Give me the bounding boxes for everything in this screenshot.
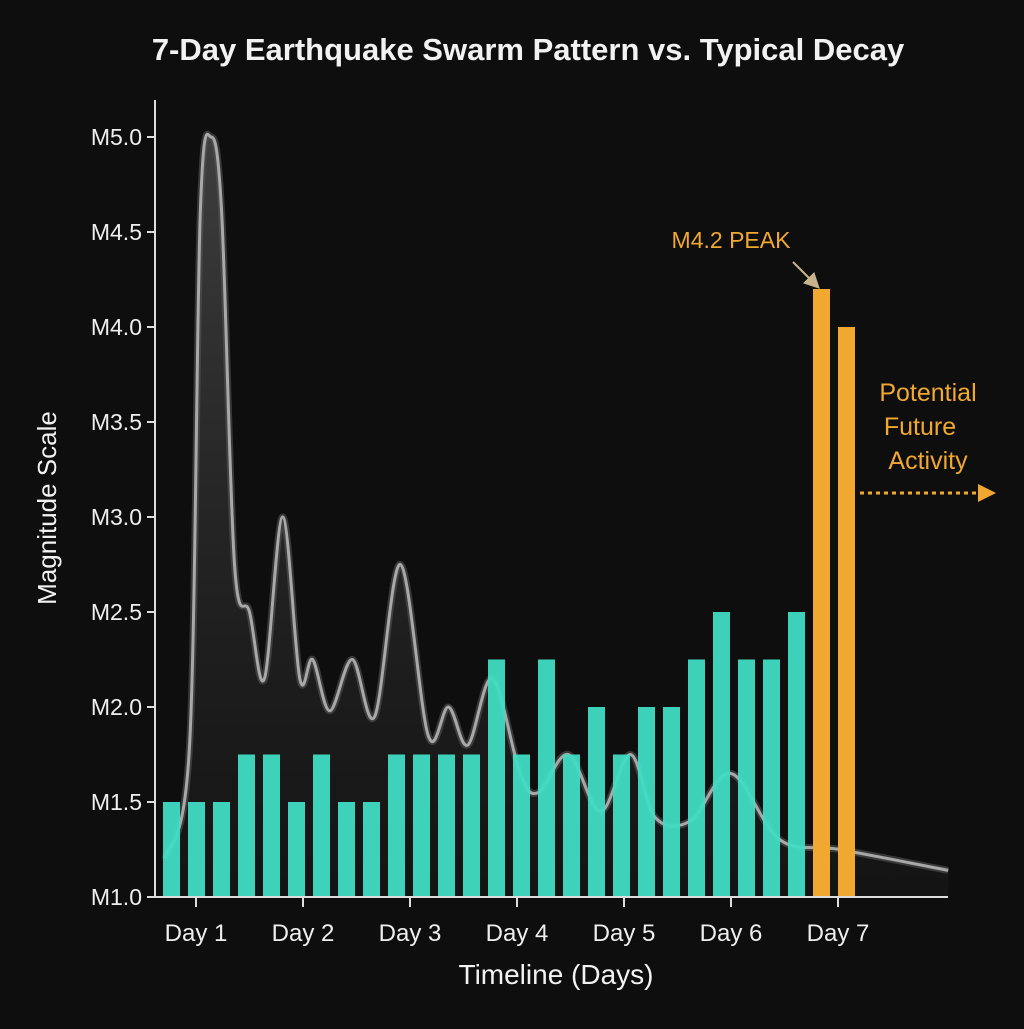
x-tick-label: Day 1 (165, 920, 228, 947)
swarm-bar (488, 659, 505, 897)
x-tick-label: Day 2 (272, 920, 335, 947)
y-tick-label: M5.0 (91, 124, 142, 150)
swarm-bar (738, 659, 755, 897)
future-label-line-2: Future (884, 413, 956, 441)
y-tick-label: M2.5 (91, 599, 142, 625)
swarm-bar (763, 659, 780, 897)
swarm-bar (613, 754, 630, 897)
future-arrow-head (978, 484, 996, 502)
y-tick-label: M2.0 (91, 694, 142, 720)
x-tick-label: Day 5 (593, 920, 656, 947)
x-tick-label: Day 6 (700, 920, 763, 947)
peak-annotation-arrow (792, 261, 820, 289)
y-tick-label: M3.5 (91, 409, 142, 435)
swarm-bar (513, 754, 530, 897)
swarm-bar (688, 659, 705, 897)
y-axis-label: Magnitude Scale (32, 411, 62, 605)
axes-group: M1.0 M1.5 M2.0 M2.5 M3.0 M3.5 M4.0 M4.5 M5.0 Day … (91, 100, 948, 947)
swarm-bar (313, 754, 330, 897)
swarm-bar (588, 707, 605, 897)
y-tick-label: M1.5 (91, 789, 142, 815)
swarm-bar (163, 802, 180, 897)
swarm-bar (713, 612, 730, 897)
swarm-bar (413, 754, 430, 897)
chart-title: 7-Day Earthquake Swarm Pattern vs. Typic… (152, 32, 905, 67)
swarm-bar (563, 754, 580, 897)
peak-annotation-label: M4.2 PEAK (672, 227, 792, 253)
swarm-bar (263, 754, 280, 897)
y-tick-label: M4.0 (91, 314, 142, 340)
swarm-bar (238, 754, 255, 897)
swarm-bar (388, 754, 405, 897)
decay-curve-group (161, 130, 949, 898)
swarm-bar (638, 707, 655, 897)
swarm-bar (788, 612, 805, 897)
decay-area (164, 134, 949, 898)
x-axis-label: Timeline (Days) (459, 959, 654, 990)
x-tick-label: Day 3 (379, 920, 442, 947)
swarm-bar (538, 659, 555, 897)
swarm-bar (338, 802, 355, 897)
swarm-bar (438, 754, 455, 897)
future-label-line-3: Activity (888, 447, 968, 475)
swarm-bar (188, 802, 205, 897)
swarm-bar (463, 754, 480, 897)
y-tick-label: M1.0 (91, 884, 142, 910)
swarm-bar (288, 802, 305, 897)
swarm-bar (363, 802, 380, 897)
swarm-bar (663, 707, 680, 897)
peak-bar (838, 327, 855, 897)
y-tick-label: M4.5 (91, 219, 142, 245)
swarm-bar (213, 802, 230, 897)
annotations-group: M4.2 PEAK Potential Future Activity (672, 227, 996, 502)
bars-group (163, 289, 855, 897)
y-tick-label: M3.0 (91, 504, 142, 530)
peak-bar (813, 289, 830, 897)
x-tick-label: Day 4 (486, 920, 549, 947)
x-tick-label: Day 7 (807, 920, 870, 947)
future-label-line-1: Potential (879, 379, 976, 407)
